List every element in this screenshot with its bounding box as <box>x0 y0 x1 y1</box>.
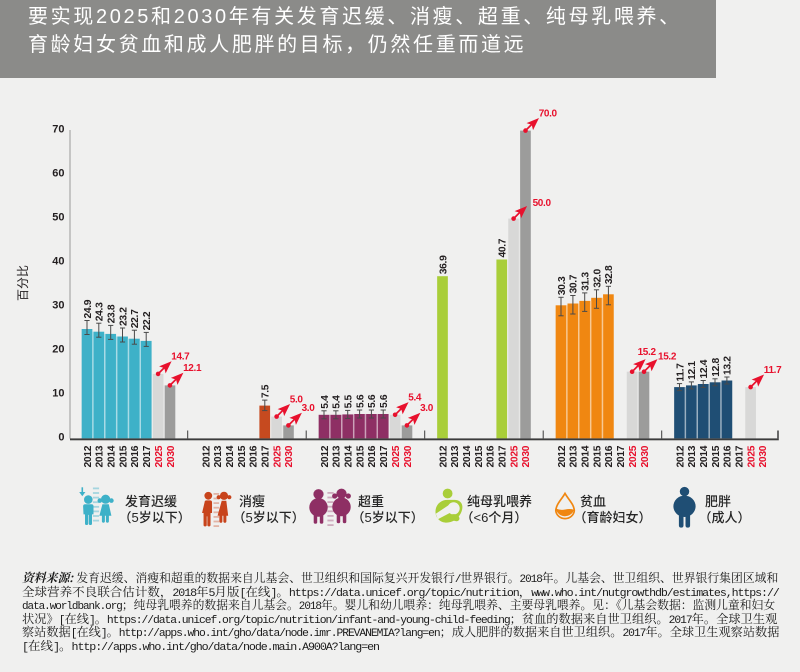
svg-text:31.3: 31.3 <box>581 272 592 291</box>
svg-text:0: 0 <box>58 431 64 443</box>
svg-text:5.4: 5.4 <box>408 393 422 404</box>
svg-text:2017: 2017 <box>616 445 627 467</box>
svg-text:30: 30 <box>52 299 64 311</box>
svg-text:2013: 2013 <box>213 445 224 467</box>
svg-text:70: 70 <box>52 123 64 135</box>
svg-text:30.3: 30.3 <box>557 276 568 295</box>
svg-text:百分比: 百分比 <box>16 265 30 301</box>
svg-text:5.5: 5.5 <box>344 395 355 409</box>
svg-text:2030: 2030 <box>284 445 295 467</box>
svg-text:11.7: 11.7 <box>764 365 782 376</box>
svg-text:2014: 2014 <box>225 445 236 467</box>
svg-text:15.2: 15.2 <box>638 347 657 358</box>
svg-text:2015: 2015 <box>592 445 603 467</box>
svg-text:20: 20 <box>52 343 64 355</box>
svg-text:60: 60 <box>52 167 64 179</box>
svg-text:2014: 2014 <box>462 445 473 467</box>
svg-text:2014: 2014 <box>344 445 355 467</box>
svg-text:2025: 2025 <box>509 445 520 467</box>
svg-text:2016: 2016 <box>367 445 378 467</box>
svg-text:2030: 2030 <box>758 445 769 467</box>
svg-text:40: 40 <box>52 255 64 267</box>
svg-text:23.2: 23.2 <box>118 307 129 326</box>
svg-text:2017: 2017 <box>498 445 509 467</box>
svg-text:14.7: 14.7 <box>171 352 190 363</box>
svg-text:50.0: 50.0 <box>533 198 552 209</box>
svg-text:2016: 2016 <box>723 445 734 467</box>
svg-text:2012: 2012 <box>201 445 212 467</box>
svg-text:13.2: 13.2 <box>723 356 734 375</box>
svg-text:7.5: 7.5 <box>261 384 272 398</box>
svg-text:2030: 2030 <box>166 445 177 467</box>
svg-text:15.2: 15.2 <box>658 352 677 363</box>
svg-text:12.1: 12.1 <box>687 361 698 380</box>
svg-text:2016: 2016 <box>249 445 260 467</box>
svg-text:12.8: 12.8 <box>711 358 722 377</box>
svg-text:5.6: 5.6 <box>355 394 366 408</box>
svg-text:2015: 2015 <box>474 445 485 467</box>
svg-text:2015: 2015 <box>237 445 248 467</box>
svg-text:2013: 2013 <box>95 445 106 467</box>
svg-text:2012: 2012 <box>557 445 568 467</box>
svg-text:2015: 2015 <box>355 445 366 467</box>
svg-text:2025: 2025 <box>628 445 639 467</box>
svg-text:2025: 2025 <box>746 445 757 467</box>
svg-text:2017: 2017 <box>735 445 746 467</box>
svg-text:2013: 2013 <box>450 445 461 467</box>
svg-text:2030: 2030 <box>640 445 651 467</box>
svg-text:2017: 2017 <box>261 445 272 467</box>
svg-text:50: 50 <box>52 211 64 223</box>
svg-text:2014: 2014 <box>107 445 118 467</box>
svg-text:5.0: 5.0 <box>290 394 304 405</box>
svg-text:2016: 2016 <box>486 445 497 467</box>
svg-text:12.1: 12.1 <box>183 363 202 374</box>
svg-text:2012: 2012 <box>675 445 686 467</box>
svg-text:2014: 2014 <box>699 445 710 467</box>
svg-text:2017: 2017 <box>379 445 390 467</box>
svg-text:2025: 2025 <box>272 445 283 467</box>
svg-text:2012: 2012 <box>320 445 331 467</box>
svg-text:12.4: 12.4 <box>699 359 710 378</box>
svg-text:3.0: 3.0 <box>302 403 316 414</box>
svg-text:2016: 2016 <box>130 445 141 467</box>
svg-text:2016: 2016 <box>604 445 615 467</box>
svg-text:2017: 2017 <box>142 445 153 467</box>
svg-text:10: 10 <box>52 387 64 399</box>
svg-text:30.7: 30.7 <box>569 274 580 293</box>
svg-text:2030: 2030 <box>521 445 532 467</box>
svg-text:2025: 2025 <box>391 445 402 467</box>
svg-text:2015: 2015 <box>118 445 129 467</box>
svg-text:2025: 2025 <box>154 445 165 467</box>
svg-text:36.9: 36.9 <box>438 255 449 274</box>
svg-text:24.3: 24.3 <box>95 302 106 321</box>
svg-text:22.2: 22.2 <box>142 311 153 330</box>
svg-text:11.7: 11.7 <box>675 363 686 382</box>
svg-text:5.6: 5.6 <box>367 394 378 408</box>
svg-text:2012: 2012 <box>438 445 449 467</box>
svg-text:2013: 2013 <box>332 445 343 467</box>
svg-text:2015: 2015 <box>711 445 722 467</box>
svg-text:24.9: 24.9 <box>83 299 94 318</box>
svg-text:2030: 2030 <box>403 445 414 467</box>
svg-text:23.8: 23.8 <box>107 304 118 323</box>
svg-text:2013: 2013 <box>569 445 580 467</box>
svg-text:70.0: 70.0 <box>539 108 558 119</box>
svg-text:32.8: 32.8 <box>604 265 615 284</box>
svg-text:2013: 2013 <box>687 445 698 467</box>
svg-text:3.0: 3.0 <box>420 403 434 414</box>
svg-text:5.4: 5.4 <box>332 395 343 409</box>
svg-text:5.4: 5.4 <box>320 395 331 409</box>
svg-text:22.7: 22.7 <box>130 309 141 328</box>
svg-text:5.6: 5.6 <box>379 394 390 408</box>
svg-text:2014: 2014 <box>581 445 592 467</box>
svg-text:32.0: 32.0 <box>592 269 603 288</box>
svg-text:2012: 2012 <box>83 445 94 467</box>
svg-text:40.7: 40.7 <box>498 238 509 257</box>
